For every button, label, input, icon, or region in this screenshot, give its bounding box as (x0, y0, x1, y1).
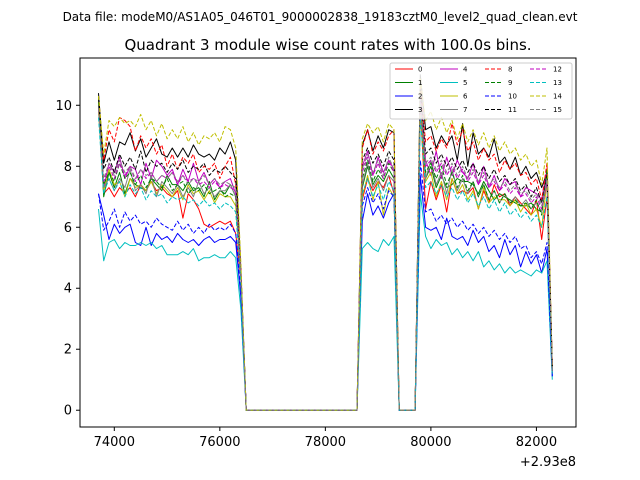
legend-label-3: 3 (418, 106, 422, 114)
y-tick-label: 6 (64, 221, 72, 236)
x-tick-label: 82000 (516, 435, 557, 450)
legend-label-9: 9 (508, 79, 512, 87)
y-tick-label: 0 (64, 404, 72, 419)
legend-box (389, 62, 573, 120)
legend-label-15: 15 (553, 106, 562, 114)
chart-title: Quadrant 3 module wise count rates with … (124, 36, 531, 54)
y-tick-label: 8 (64, 160, 72, 175)
legend-label-10: 10 (508, 93, 517, 101)
data-file-label: Data file: modeM0/AS1A05_046T01_90000028… (63, 10, 578, 24)
series-lines (98, 74, 553, 411)
legend-label-5: 5 (463, 79, 467, 87)
x-offset-label: +2.93e8 (520, 455, 576, 470)
plot-frame (79, 57, 577, 428)
legend-label-13: 13 (553, 79, 562, 87)
plot-area (98, 74, 553, 411)
y-tick-label: 2 (64, 343, 72, 358)
x-tick-label: 74000 (94, 435, 135, 450)
legend-label-6: 6 (463, 93, 468, 101)
legend-label-11: 11 (508, 106, 517, 114)
legend-label-12: 12 (553, 66, 562, 74)
legend-label-0: 0 (418, 66, 422, 74)
legend-label-8: 8 (508, 66, 512, 74)
series-line-12 (98, 101, 553, 411)
legend-label-14: 14 (553, 93, 562, 101)
x-tick-label: 78000 (305, 435, 346, 450)
legend-label-4: 4 (463, 66, 468, 74)
legend-label-2: 2 (418, 93, 422, 101)
y-tick-label: 4 (64, 282, 72, 297)
legend-label-1: 1 (418, 79, 422, 87)
legend-label-7: 7 (463, 106, 467, 114)
x-tick-label: 76000 (199, 435, 240, 450)
series-line-15 (98, 98, 553, 411)
x-tick-label: 80000 (410, 435, 451, 450)
y-tick-label: 10 (55, 99, 72, 114)
